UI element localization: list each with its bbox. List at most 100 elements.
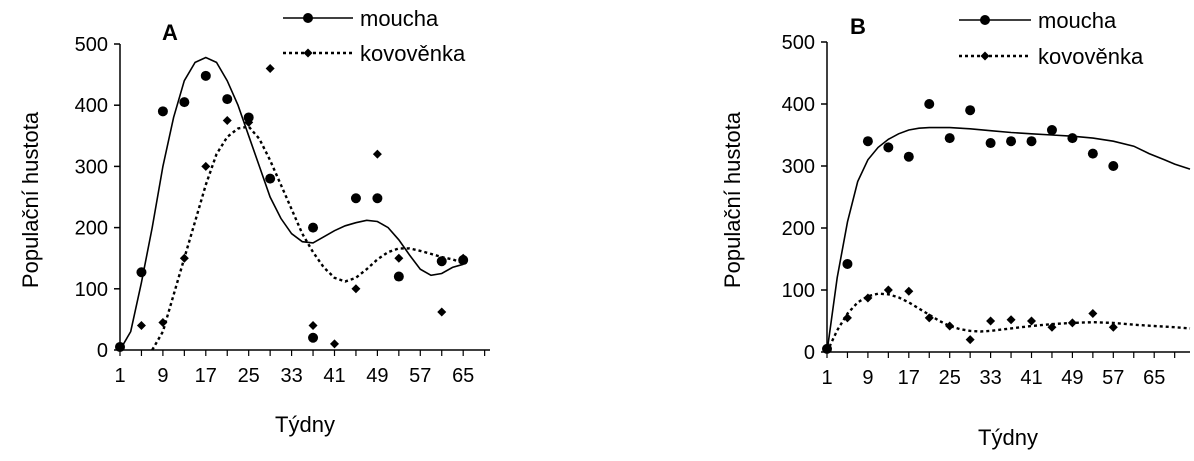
- x-tick-label: 65: [452, 365, 474, 387]
- data-point-moucha: [308, 332, 319, 343]
- y-tick-label: 500: [782, 32, 815, 54]
- data-point-moucha: [222, 94, 233, 105]
- legend-label: moucha: [360, 6, 439, 31]
- chart-panel-b: 0 100 200 300 400 500 1 9 17 25 33 41 49 57 65 Populačn…: [720, 8, 1191, 450]
- data-point-kovovenka: [863, 293, 873, 303]
- data-point-kovovenka: [244, 117, 254, 127]
- data-point-kovovenka: [308, 321, 318, 331]
- data-point-kovovenka: [458, 253, 468, 263]
- data-point-kovovenka: [437, 307, 447, 317]
- x-tick-label: 57: [409, 365, 431, 387]
- data-point-moucha: [965, 105, 976, 116]
- legend-marker: [303, 48, 313, 58]
- series-line-kovovenka: [151, 125, 464, 351]
- series-line-moucha: [826, 126, 1191, 353]
- x-axis-label: Týdny: [978, 425, 1038, 450]
- data-point-moucha: [350, 193, 361, 204]
- x-tick-label: 41: [1020, 367, 1042, 389]
- data-point-kovovenka: [986, 316, 996, 326]
- data-point-moucha: [115, 341, 125, 352]
- y-tick-label: 300: [782, 156, 815, 178]
- x-tick-label: 1: [114, 365, 125, 387]
- data-point-moucha: [136, 267, 147, 278]
- data-point-kovovenka: [158, 317, 168, 327]
- data-point-moucha: [372, 193, 383, 204]
- data-point-moucha: [924, 99, 935, 109]
- data-point-kovovenka: [1088, 309, 1098, 319]
- data-point-moucha: [200, 70, 211, 81]
- panel-label: B: [850, 14, 866, 39]
- data-point-kovovenka: [904, 286, 914, 296]
- data-point-moucha: [157, 106, 168, 117]
- x-tick-label: 49: [1061, 367, 1083, 389]
- x-tick-label: 17: [898, 367, 920, 389]
- y-tick-label: 200: [782, 218, 815, 240]
- x-tick-label: 17: [195, 365, 217, 387]
- data-point-kovovenka: [1108, 322, 1118, 332]
- legend-marker: [980, 51, 990, 61]
- series-line-kovovenka: [825, 292, 1191, 353]
- chart-panel-a: 0 100 200 300 400 500 1 9 17 25 33 41 49 57 65 Populačn…: [18, 6, 490, 437]
- y-tick-label: 100: [75, 279, 108, 301]
- data-point-moucha: [1087, 148, 1098, 159]
- data-point-moucha: [944, 133, 955, 144]
- data-point-kovovenka: [842, 313, 852, 323]
- legend-marker: [980, 15, 990, 25]
- data-point-moucha: [1026, 136, 1037, 147]
- data-point-moucha: [842, 258, 853, 269]
- data-point-kovovenka: [179, 253, 189, 263]
- data-point-kovovenka: [1047, 322, 1057, 332]
- x-tick-label: 1: [821, 367, 832, 389]
- data-point-kovovenka: [136, 321, 146, 331]
- x-tick-label: 57: [1102, 367, 1124, 389]
- data-point-kovovenka: [1067, 318, 1077, 328]
- data-point-kovovenka: [394, 253, 404, 263]
- y-tick-label: 0: [97, 340, 108, 362]
- y-axis-label: Populační hustota: [18, 111, 43, 288]
- legend-label: moucha: [1038, 8, 1117, 33]
- data-point-moucha: [1006, 136, 1017, 147]
- data-point-moucha: [179, 97, 190, 108]
- legend-label: kovověnka: [1038, 44, 1144, 69]
- data-point-moucha: [393, 271, 404, 282]
- x-tick-label: 33: [280, 365, 302, 387]
- y-tick-label: 400: [782, 94, 815, 116]
- data-point-kovovenka: [883, 285, 893, 295]
- data-point-kovovenka: [351, 284, 361, 294]
- data-point-kovovenka: [222, 116, 232, 125]
- panel-label: A: [162, 20, 178, 45]
- x-tick-label: 9: [862, 367, 873, 389]
- data-point-moucha: [265, 173, 276, 184]
- data-point-kovovenka: [945, 321, 955, 331]
- x-tick-label: 65: [1143, 367, 1165, 389]
- y-tick-label: 500: [75, 34, 108, 56]
- data-point-kovovenka: [201, 161, 211, 171]
- data-point-moucha: [308, 222, 319, 233]
- x-tick-label: 33: [979, 367, 1001, 389]
- x-tick-label: 41: [323, 365, 345, 387]
- data-point-kovovenka: [965, 335, 975, 345]
- x-tick-label: 25: [939, 367, 961, 389]
- x-tick-label: 25: [238, 365, 260, 387]
- y-tick-label: 200: [75, 218, 108, 240]
- data-point-moucha: [1108, 161, 1119, 171]
- x-tick-label: 9: [157, 365, 168, 387]
- data-point-kovovenka: [265, 63, 275, 73]
- x-tick-label: 49: [366, 365, 388, 387]
- data-point-moucha: [1046, 125, 1057, 136]
- legend-marker: [303, 13, 313, 23]
- data-point-moucha: [903, 151, 914, 162]
- data-point-kovovenka: [1027, 316, 1037, 326]
- data-point-kovovenka: [329, 339, 339, 349]
- data-point-moucha: [883, 142, 894, 153]
- y-tick-label: 0: [804, 342, 815, 364]
- y-tick-label: 100: [782, 280, 815, 302]
- data-point-moucha: [243, 112, 254, 123]
- data-point-moucha: [1067, 133, 1078, 144]
- data-point-moucha: [985, 138, 996, 149]
- y-axis-label: Populační hustota: [720, 111, 745, 288]
- data-point-kovovenka: [1006, 315, 1016, 325]
- y-tick-label: 300: [75, 156, 108, 178]
- series-line-moucha: [119, 56, 464, 351]
